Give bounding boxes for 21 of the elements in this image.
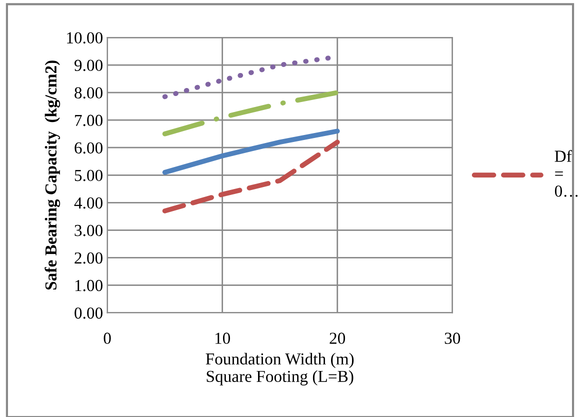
- y-tick-label: 6.00: [74, 142, 102, 154]
- line-series: [162, 128, 340, 175]
- y-axis-title: Safe Bearing Capacity (kg/cm2): [44, 60, 60, 290]
- x-tick-label: 30: [444, 332, 460, 344]
- legend-label: Df = 0…: [554, 150, 578, 197]
- y-tick-label: 9.00: [74, 60, 102, 72]
- x-tick-label: 0: [104, 332, 111, 344]
- x-tick-label: 20: [330, 332, 346, 344]
- x-axis-title: Foundation Width (m) Square Footing (L=B): [206, 352, 354, 386]
- y-tick-label: 0.00: [74, 307, 102, 319]
- y-tick-label: 3.00: [74, 224, 102, 236]
- y-tick-label: 4.00: [74, 197, 102, 209]
- y-tick-label: 8.00: [74, 87, 102, 99]
- line-series: [162, 90, 340, 136]
- y-tick-label: 7.00: [75, 114, 102, 126]
- y-tick-label: 1.00: [75, 280, 102, 292]
- y-tick-label: 2.00: [74, 252, 102, 264]
- y-tick-label: 5.00: [74, 170, 102, 182]
- y-tick-label: 10.00: [67, 32, 102, 44]
- x-tick-label: 10: [215, 332, 230, 344]
- line-series: [162, 140, 340, 214]
